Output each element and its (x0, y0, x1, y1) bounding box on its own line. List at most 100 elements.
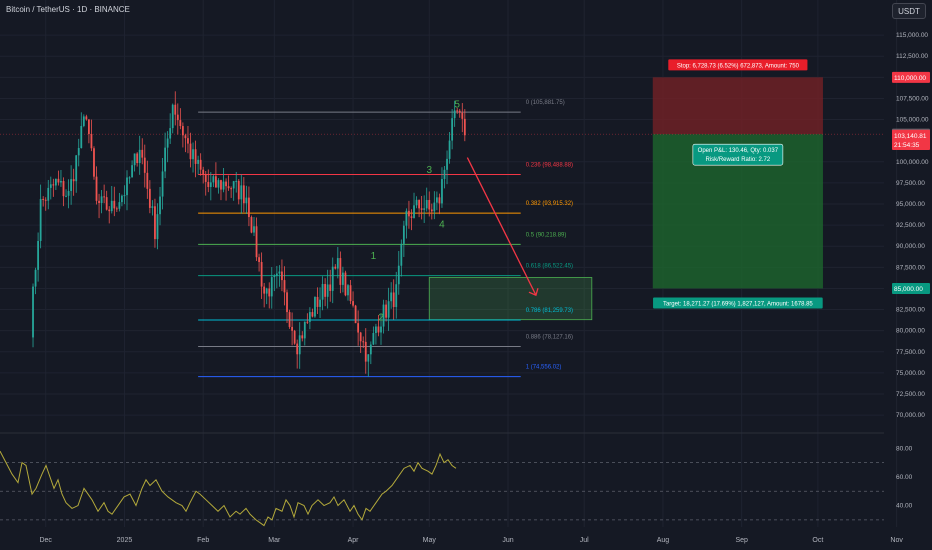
candle-body (248, 197, 250, 218)
stop-label-bg (668, 59, 808, 71)
price-axis-tick: 90,000.00 (896, 243, 925, 250)
target-label-bg (653, 297, 823, 309)
candle-body (273, 275, 276, 278)
rsi-axis-tick: 80.00 (896, 445, 913, 452)
candle-body (441, 179, 443, 204)
candle-body (395, 284, 398, 308)
candle-body (306, 321, 309, 323)
candle-body (250, 217, 253, 233)
candles (32, 91, 466, 377)
candle-body (156, 214, 159, 240)
candle-body (110, 200, 113, 212)
price-axis-tick: 95,000.00 (896, 201, 925, 208)
candle-body (278, 271, 281, 274)
candle-body (288, 312, 291, 327)
price-axis-tick: 92,500.00 (896, 222, 925, 229)
candle-body (235, 180, 238, 182)
candle-body (67, 190, 70, 196)
candle-body (405, 210, 408, 226)
candle-body (181, 126, 184, 136)
candle-body (354, 305, 357, 324)
candle-body (176, 114, 179, 121)
candle-body (270, 277, 273, 297)
candle-body (189, 143, 192, 160)
stop-label: Stop: 6,728.73 (6.52%) 672,873, Amount: … (677, 63, 800, 69)
candle-body (357, 323, 360, 333)
candle-body (161, 171, 164, 197)
time-axis-tick: Jun (502, 537, 513, 544)
wave-label: 1 (371, 251, 377, 262)
candle-body (303, 321, 306, 339)
candle-body (194, 149, 197, 164)
candle-body (159, 196, 161, 215)
candle-body (369, 344, 372, 355)
candle-body (133, 153, 136, 166)
candle-body (408, 210, 410, 217)
candle-body (291, 326, 293, 331)
candle-body (166, 138, 169, 148)
candle-body (347, 285, 349, 296)
candle-body (283, 280, 286, 293)
candle-body (410, 216, 413, 218)
candle-body (298, 335, 301, 355)
candle-body (75, 155, 78, 182)
candle-body (242, 185, 245, 204)
time-axis-tick: Feb (197, 537, 209, 544)
candle-body (342, 272, 344, 285)
time-axis-tick: May (423, 537, 437, 544)
candle-body (118, 202, 121, 209)
fib-level-label: 0.382 (93,915.32) (526, 201, 573, 207)
candle-body (385, 304, 387, 318)
candle-body (141, 149, 144, 158)
candle-body (311, 312, 314, 317)
candle-body (451, 118, 454, 141)
candle-body (397, 265, 400, 285)
price-axis-tick: 72,500.00 (896, 391, 925, 398)
candle-body (174, 104, 177, 115)
candle-body (428, 200, 431, 210)
candle-body (136, 153, 139, 164)
candle-body (281, 271, 283, 281)
candle-body (179, 120, 182, 127)
price-tag: 21:54:35 (894, 142, 920, 149)
candle-body (49, 184, 52, 188)
candle-body (39, 198, 42, 241)
candle-body (420, 208, 423, 210)
currency-button[interactable]: USDT (892, 3, 926, 19)
candle-body (44, 199, 47, 201)
candle-body (263, 286, 266, 294)
candle-body (184, 135, 187, 139)
candle-body (82, 116, 85, 126)
price-axis-tick: 75,000.00 (896, 370, 925, 377)
candle-body (77, 148, 80, 156)
candle-body (90, 134, 93, 149)
candle-body (171, 104, 174, 129)
candle-body (301, 335, 304, 339)
candle-body (367, 354, 370, 362)
price-tag: 110,000.00 (894, 75, 926, 82)
candle-body (232, 181, 235, 189)
time-axis-tick: Oct (812, 537, 823, 544)
time-axis-tick: 2025 (117, 537, 133, 544)
candle-body (375, 326, 377, 334)
price-axis-tick: 82,500.00 (896, 307, 925, 314)
candle-body (418, 199, 420, 209)
candle-body (138, 149, 141, 164)
fib-level-label: 0 (105,881.75) (526, 100, 565, 106)
time-axis-tick: Sep (735, 537, 748, 544)
candle-body (377, 326, 380, 333)
candle-body (72, 179, 75, 182)
candle-body (215, 176, 217, 188)
candle-body (131, 165, 133, 178)
candle-body (80, 125, 83, 149)
candle-body (34, 269, 37, 287)
time-axis-tick: Aug (657, 537, 670, 544)
candle-body (164, 147, 166, 172)
candle-body (456, 110, 459, 112)
candle-body (390, 292, 393, 302)
candle-body (47, 187, 50, 201)
price-axis-tick: 80,000.00 (896, 328, 925, 335)
candle-body (98, 200, 100, 204)
risk-reward-label: Risk/Reward Ratio: 2.72 (706, 157, 771, 163)
